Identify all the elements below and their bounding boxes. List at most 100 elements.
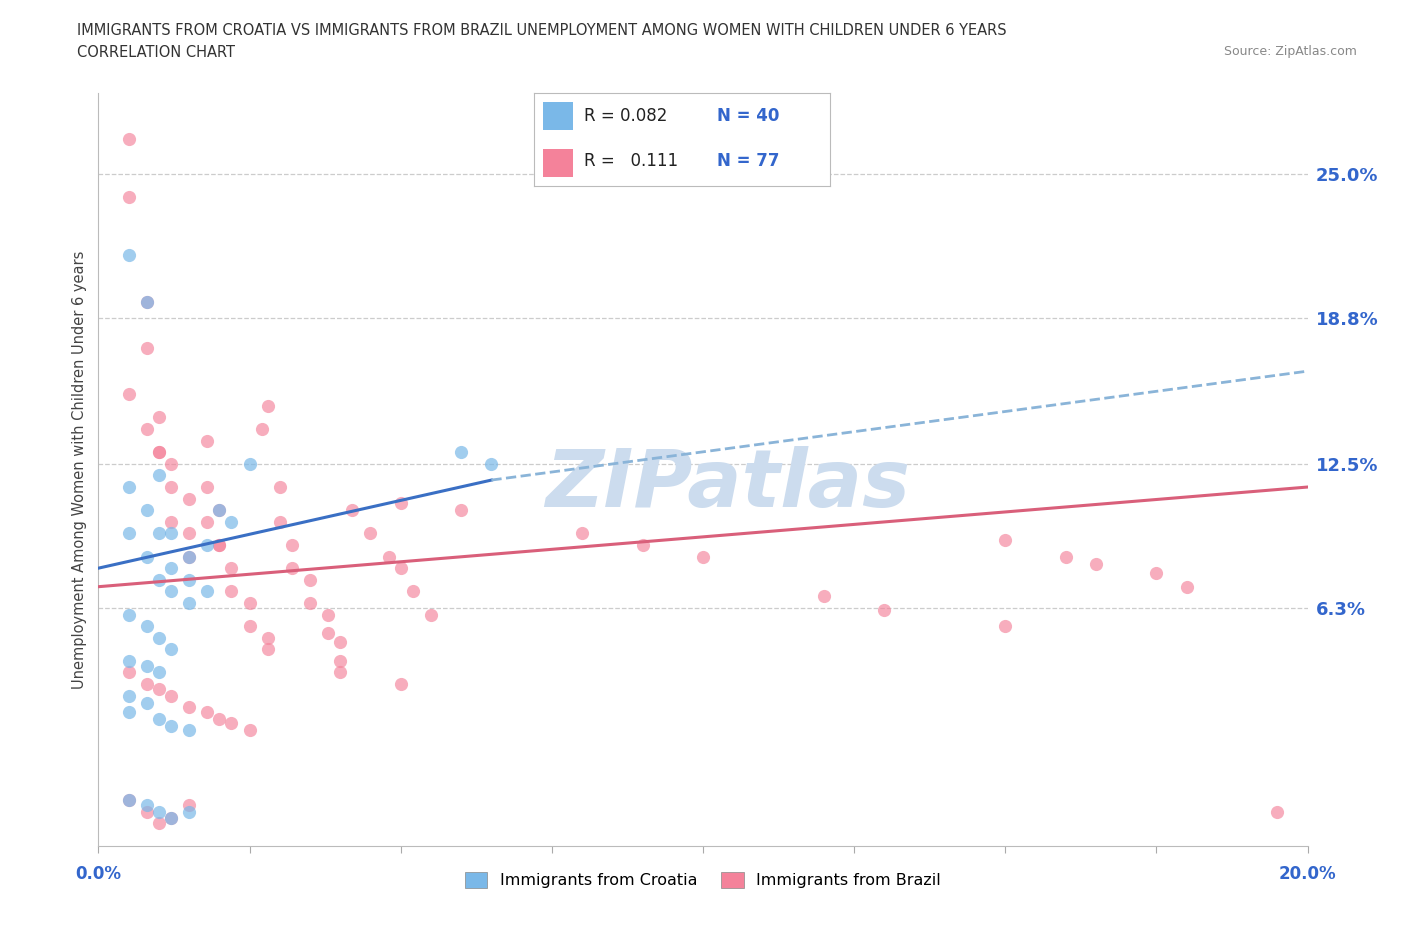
Point bbox=[377, 549, 399, 564]
Point bbox=[208, 503, 231, 518]
Point bbox=[179, 595, 201, 610]
Legend: Immigrants from Croatia, Immigrants from Brazil: Immigrants from Croatia, Immigrants from… bbox=[458, 866, 948, 895]
Text: N = 40: N = 40 bbox=[717, 107, 780, 126]
Point bbox=[118, 654, 141, 669]
Point bbox=[135, 294, 157, 309]
Point bbox=[256, 398, 278, 413]
Point bbox=[160, 526, 183, 541]
Point bbox=[256, 642, 278, 657]
Point bbox=[148, 682, 170, 697]
Point bbox=[118, 387, 141, 402]
Point bbox=[195, 480, 218, 495]
Point bbox=[329, 635, 352, 650]
Point bbox=[160, 584, 183, 599]
Point bbox=[239, 723, 262, 737]
Point bbox=[481, 457, 503, 472]
Text: N = 77: N = 77 bbox=[717, 152, 780, 170]
Point bbox=[239, 618, 262, 633]
Point bbox=[873, 603, 896, 618]
Point bbox=[195, 433, 218, 448]
Point bbox=[160, 718, 183, 733]
Point bbox=[118, 704, 141, 719]
Point bbox=[342, 503, 364, 518]
Point bbox=[420, 607, 443, 622]
Text: CORRELATION CHART: CORRELATION CHART bbox=[77, 45, 235, 60]
Point bbox=[195, 704, 218, 719]
Point bbox=[221, 561, 243, 576]
Point bbox=[195, 538, 218, 552]
Bar bbox=[543, 102, 572, 130]
Point bbox=[179, 723, 201, 737]
Point bbox=[148, 526, 170, 541]
Point bbox=[148, 816, 170, 830]
Point bbox=[118, 480, 141, 495]
Point bbox=[135, 340, 157, 355]
Point bbox=[148, 665, 170, 680]
Point bbox=[994, 533, 1017, 548]
Point bbox=[1175, 579, 1198, 594]
Point bbox=[208, 538, 231, 552]
Point bbox=[160, 811, 183, 826]
Point bbox=[135, 677, 157, 692]
Point bbox=[160, 642, 183, 657]
Point bbox=[239, 595, 262, 610]
Point bbox=[389, 561, 412, 576]
Point bbox=[281, 538, 304, 552]
Point bbox=[994, 618, 1017, 633]
Point bbox=[160, 457, 183, 472]
Point bbox=[148, 445, 170, 459]
Point bbox=[148, 804, 170, 819]
Point bbox=[160, 514, 183, 529]
Text: 20.0%: 20.0% bbox=[1279, 865, 1336, 883]
Text: ZIPatlas: ZIPatlas bbox=[544, 445, 910, 524]
Point bbox=[135, 658, 157, 673]
Point bbox=[221, 514, 243, 529]
Point bbox=[299, 595, 322, 610]
Point bbox=[281, 561, 304, 576]
Point bbox=[118, 132, 141, 147]
Point bbox=[389, 496, 412, 511]
Point bbox=[208, 503, 231, 518]
Point bbox=[135, 294, 157, 309]
Text: R =   0.111: R = 0.111 bbox=[585, 152, 679, 170]
Point bbox=[135, 618, 157, 633]
Point bbox=[208, 538, 231, 552]
Point bbox=[692, 549, 714, 564]
Point bbox=[179, 804, 201, 819]
Point bbox=[316, 626, 339, 641]
Point bbox=[239, 457, 262, 472]
Y-axis label: Unemployment Among Women with Children Under 6 years: Unemployment Among Women with Children U… bbox=[72, 250, 87, 689]
Point bbox=[389, 677, 412, 692]
Point bbox=[118, 688, 141, 703]
Point bbox=[299, 572, 322, 587]
Point bbox=[402, 584, 425, 599]
Point bbox=[269, 480, 291, 495]
Point bbox=[195, 514, 218, 529]
Point bbox=[135, 421, 157, 436]
Point bbox=[148, 445, 170, 459]
Text: 0.0%: 0.0% bbox=[76, 865, 121, 883]
Point bbox=[135, 549, 157, 564]
Point bbox=[329, 665, 352, 680]
Point bbox=[571, 526, 593, 541]
Point bbox=[179, 699, 201, 714]
Point bbox=[160, 688, 183, 703]
Point bbox=[118, 665, 141, 680]
Point bbox=[250, 421, 273, 436]
Point bbox=[631, 538, 654, 552]
Point bbox=[360, 526, 382, 541]
Text: R = 0.082: R = 0.082 bbox=[585, 107, 668, 126]
Point bbox=[179, 549, 201, 564]
Point bbox=[179, 491, 201, 506]
Point bbox=[135, 804, 157, 819]
Point bbox=[1144, 565, 1167, 580]
Point bbox=[329, 654, 352, 669]
Point bbox=[135, 503, 157, 518]
Point bbox=[118, 792, 141, 807]
Point bbox=[179, 526, 201, 541]
Point bbox=[148, 572, 170, 587]
Point bbox=[160, 811, 183, 826]
Point bbox=[118, 247, 141, 262]
Point bbox=[135, 695, 157, 710]
Point bbox=[148, 711, 170, 726]
